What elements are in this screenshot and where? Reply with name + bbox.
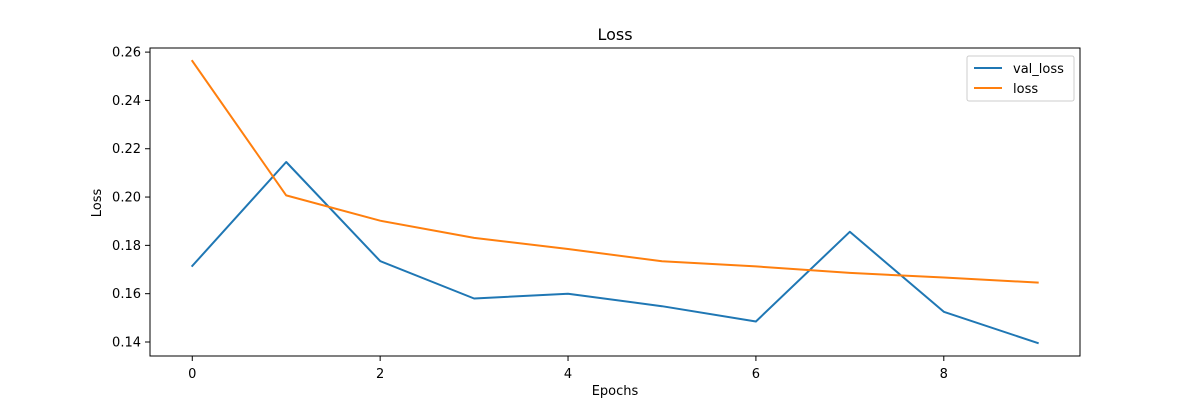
x-tick-label: 2 <box>376 367 384 382</box>
y-axis-label: Loss <box>90 189 105 218</box>
y-tick-label: 0.26 <box>112 46 141 61</box>
x-tick-label: 6 <box>752 367 760 382</box>
x-tick-label: 8 <box>940 367 948 382</box>
x-tick-label: 4 <box>564 367 572 382</box>
y-tick-label: 0.20 <box>112 191 141 206</box>
x-axis-label: Epochs <box>592 384 639 399</box>
series-line-loss <box>190 59 1039 284</box>
y-tick-label: 0.16 <box>112 287 141 302</box>
chart-title: Loss <box>597 25 632 44</box>
legend-label-val-loss: val_loss <box>1013 62 1064 77</box>
plot-area: 0 2 4 6 8 0.14 0.16 0.18 0.20 0.22 0.24 0.26 <box>112 46 1081 382</box>
y-tick-label: 0.14 <box>112 335 141 350</box>
y-tick-label: 0.22 <box>112 142 141 157</box>
legend: val_loss loss <box>966 55 1075 102</box>
legend-label-loss: loss <box>1013 82 1038 97</box>
y-tick-label: 0.18 <box>112 239 141 254</box>
series-line-val-loss <box>190 161 1039 345</box>
x-tick-label: 0 <box>188 367 196 382</box>
y-tick-label: 0.24 <box>112 94 141 109</box>
axes-frame <box>149 47 1081 357</box>
